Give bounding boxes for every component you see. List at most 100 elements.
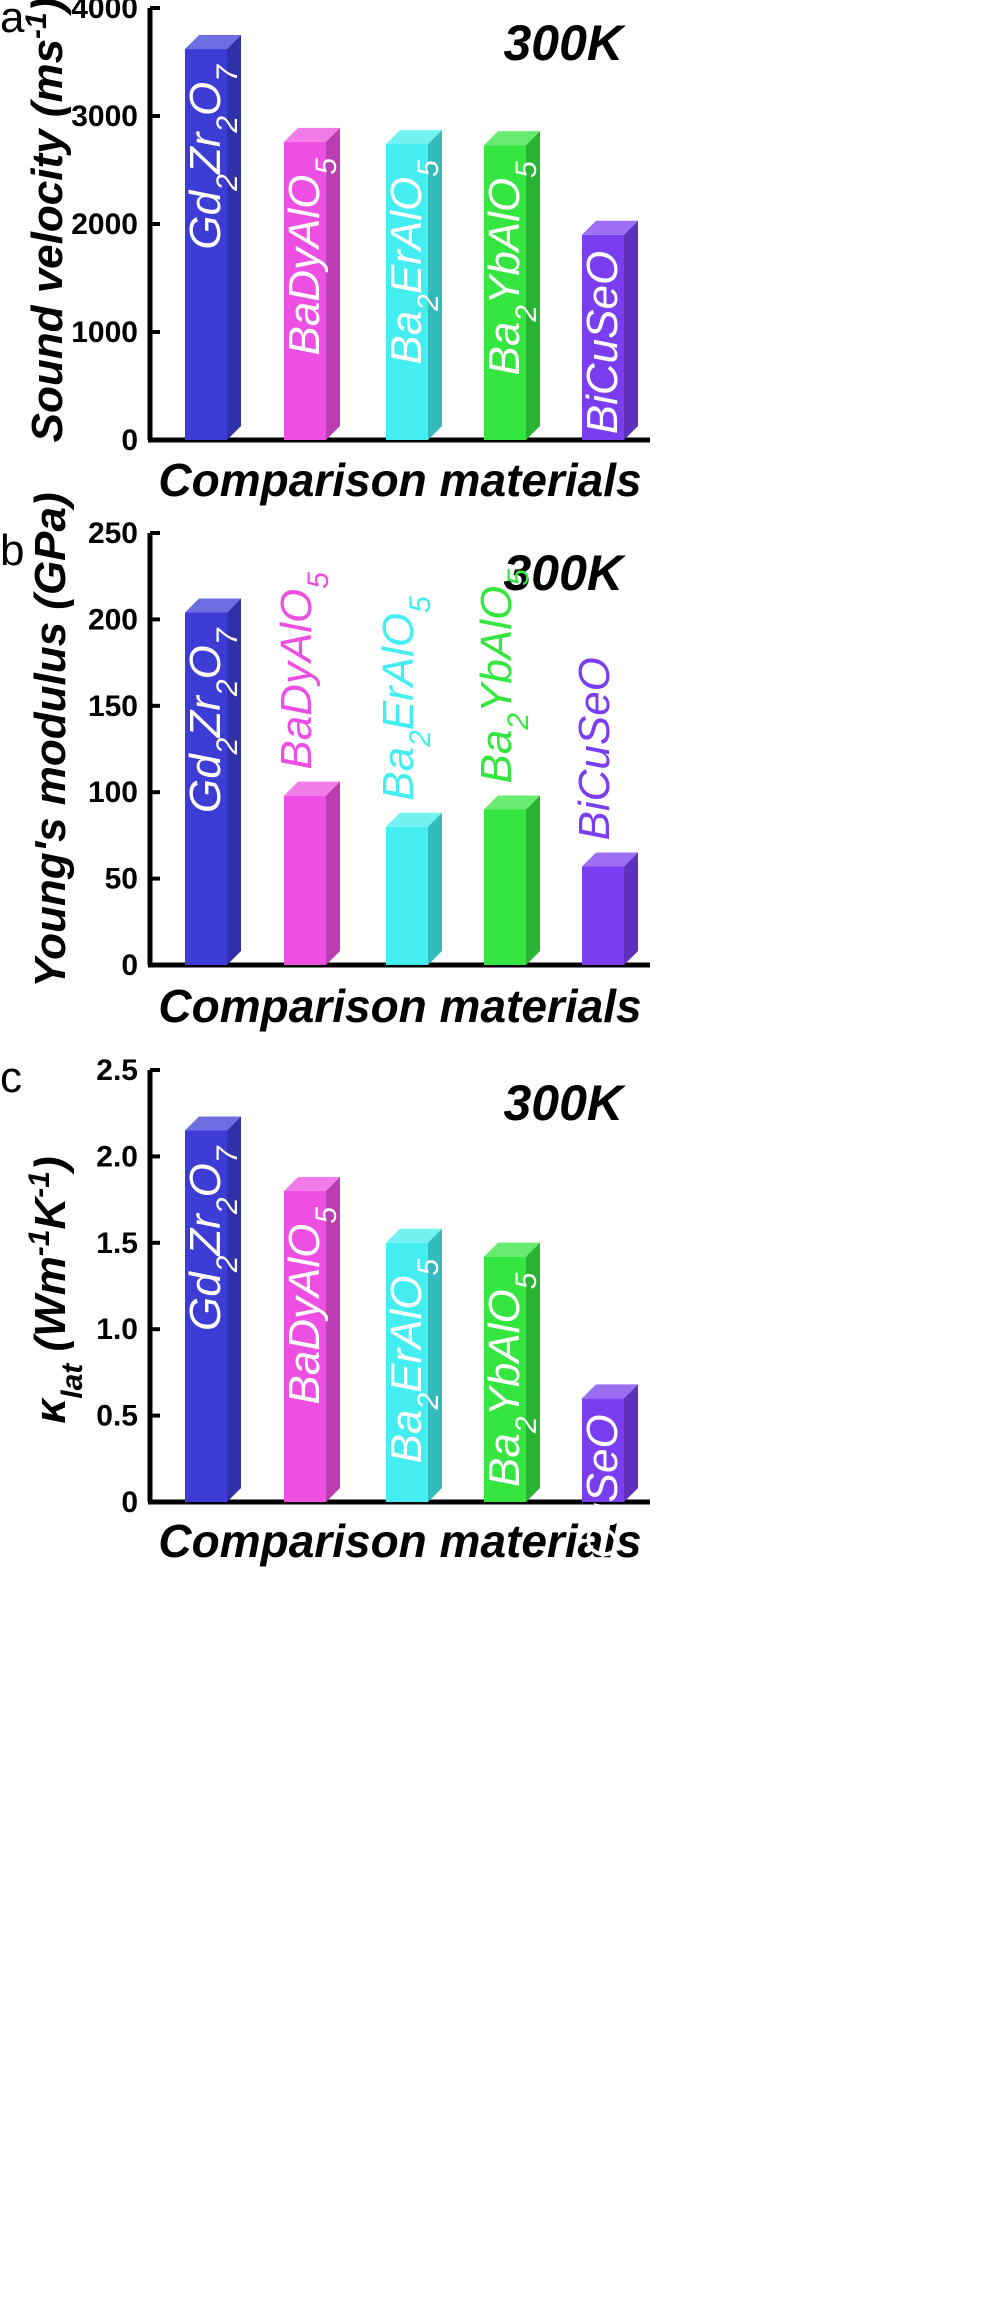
bar-label-Ba2YbAlO5: Ba2YbAlO5	[480, 161, 543, 376]
bar-label-BiCuSeO: BiCuSeO	[570, 657, 619, 840]
y-axis-label-part: K	[26, 1194, 75, 1229]
x-axis-label: Comparison materials	[158, 454, 641, 506]
bar-top-face	[582, 1384, 638, 1399]
bar-side-face	[227, 1116, 241, 1502]
bar-label-part: Ba	[382, 311, 431, 365]
bar-top-face	[386, 130, 442, 145]
bar-label-Ba2YbAlO5: Ba2YbAlO5	[472, 569, 535, 784]
bar-front-face	[185, 49, 227, 440]
bar-side-face	[326, 781, 340, 965]
bar-side-face	[326, 1176, 340, 1502]
bar-label-part: 5	[404, 596, 437, 613]
bar-Gd2Zr2O7: Gd2Zr2O7	[181, 1116, 244, 1502]
y-axis-label-part: -1	[23, 1171, 56, 1198]
bar-front-face	[582, 866, 624, 965]
temperature-annotation: 300K	[503, 545, 626, 601]
y-tick-label: 100	[88, 776, 138, 809]
bar-label-part: 2	[412, 1393, 445, 1411]
bar-Ba2ErAlO5: Ba2ErAlO5	[382, 1228, 445, 1502]
y-tick-label: 2.5	[96, 1054, 138, 1087]
bar-side-face	[227, 598, 241, 965]
y-axis-label-part: κ	[26, 1397, 75, 1424]
bar-label-part: Gd	[181, 753, 230, 813]
bar-side-face	[526, 795, 540, 965]
bar-front-face	[484, 1256, 526, 1502]
bar-label-part: YbAlO	[480, 178, 529, 305]
bar-label-Ba2YbAlO5: Ba2YbAlO5	[480, 1272, 543, 1487]
bar-label-part: BiCuSeO	[570, 657, 619, 840]
x-axis-label: Comparison materials	[158, 980, 641, 1032]
bar-label-BiCuSeO: BiCuSeO	[578, 1414, 627, 1597]
bar-Ba2ErAlO5: Ba2ErAlO5	[382, 130, 445, 440]
bar-label-part: 5	[310, 1207, 343, 1224]
y-axis-label-part: Young's modulus (GPa)	[26, 492, 75, 987]
bar-label-part: 2	[211, 737, 244, 755]
y-tick-label: 2.0	[96, 1140, 138, 1173]
bar-label-part: Ba	[374, 747, 423, 801]
bar-front-face	[284, 141, 326, 441]
bar-label-part: 2	[211, 174, 244, 192]
bar-label-part: 5	[510, 161, 543, 178]
bar-label-part: 2	[510, 1416, 543, 1434]
bar-top-face	[582, 852, 638, 867]
bar-BaDyAlO5: BaDyAlO5	[280, 1176, 343, 1502]
bar-label-BaDyAlO5: BaDyAlO5	[272, 572, 335, 770]
bar-label-part: ErAlO	[382, 1275, 431, 1392]
bar-label-part: 7	[211, 64, 244, 82]
temperature-annotation: 300K	[503, 1075, 626, 1131]
bar-label-BaDyAlO5: BaDyAlO5	[280, 1207, 343, 1405]
bar-Gd2Zr2O7: Gd2Zr2O7	[181, 598, 244, 965]
bar-front-face	[484, 145, 526, 440]
bar-label-Ba2ErAlO5: Ba2ErAlO5	[382, 1258, 445, 1463]
bar-top-face	[484, 131, 540, 146]
bar-label-part: BiCuSeO	[578, 251, 627, 434]
bar-BaDyAlO5: BaDyAlO5	[280, 127, 343, 441]
bar-Ba2ErAlO5: Ba2ErAlO5	[374, 596, 442, 965]
bar-label-part: 5	[412, 160, 445, 177]
bar-side-face	[526, 131, 540, 440]
bar-label-part: 5	[502, 569, 535, 586]
bar-label-Gd2Zr2O7: Gd2Zr2O7	[181, 627, 244, 813]
bar-label-part: Ba	[480, 1433, 529, 1487]
y-tick-label: 0	[121, 1486, 138, 1519]
bar-label-Ba2ErAlO5: Ba2ErAlO5	[382, 160, 445, 365]
bar-top-face	[484, 1242, 540, 1257]
y-tick-label: 1.0	[96, 1313, 138, 1346]
bar-label-part: 2	[502, 713, 535, 731]
bar-BiCuSeO: BiCuSeO	[578, 220, 638, 440]
y-tick-label: 3000	[71, 100, 138, 133]
bar-BiCuSeO: BiCuSeO	[570, 657, 638, 965]
bar-label-BaDyAlO5: BaDyAlO5	[280, 158, 343, 356]
y-tick-label: 4000	[71, 0, 138, 25]
chart-panel-b: 0 50 100 150 200 250 b 300K Young's modulus (GPa…	[0, 492, 650, 1032]
bar-side-face	[624, 220, 638, 440]
y-tick-label: 250	[88, 517, 138, 550]
temperature-annotation: 300K	[503, 15, 626, 71]
bar-front-face	[284, 795, 326, 965]
bar-side-face	[526, 1242, 540, 1502]
bar-label-part: 2	[510, 305, 543, 323]
bar-side-face	[227, 35, 241, 440]
bar-front-face	[386, 826, 428, 965]
bar-Gd2Zr2O7: Gd2Zr2O7	[181, 35, 244, 440]
y-axis-label: Sound velocity (ms-1)	[20, 0, 73, 442]
bar-label-part: 5	[510, 1272, 543, 1289]
bar-top-face	[386, 1228, 442, 1243]
bar-label-part: 7	[211, 627, 244, 645]
bar-BiCuSeO: BiCuSeO	[578, 1384, 638, 1598]
bar-label-part: 2	[211, 1255, 244, 1273]
bar-label-part: Ba	[472, 730, 521, 784]
y-tick-label: 1.5	[96, 1227, 138, 1260]
bar-side-face	[428, 812, 442, 965]
bar-top-face	[284, 127, 340, 142]
y-axis-label-part: -1	[20, 12, 53, 39]
bar-front-face	[582, 234, 624, 440]
y-axis-label: Young's modulus (GPa)	[26, 492, 75, 987]
bar-side-face	[326, 127, 340, 441]
bar-label-part: O	[181, 1163, 230, 1197]
bar-top-face	[484, 795, 540, 810]
bar-front-face	[284, 1190, 326, 1502]
bar-label-part: Gd	[181, 1271, 230, 1331]
y-tick-label: 150	[88, 690, 138, 723]
